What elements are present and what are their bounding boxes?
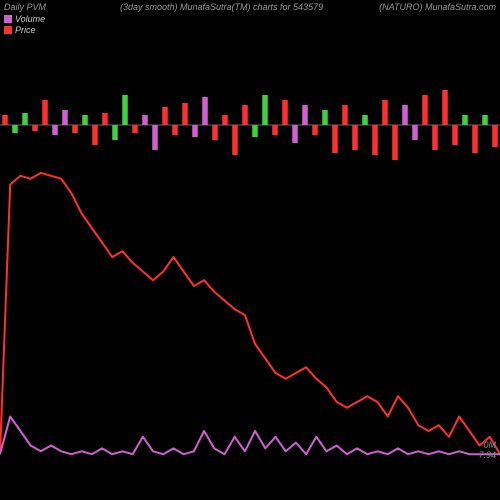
axis-label-0m: 0M bbox=[483, 440, 496, 450]
stock-chart: Daily PVM (3day smooth) MunafaSutra(TM) … bbox=[0, 0, 500, 500]
chart-canvas bbox=[0, 0, 500, 500]
axis-label-price-end: 7.94 bbox=[478, 450, 496, 460]
